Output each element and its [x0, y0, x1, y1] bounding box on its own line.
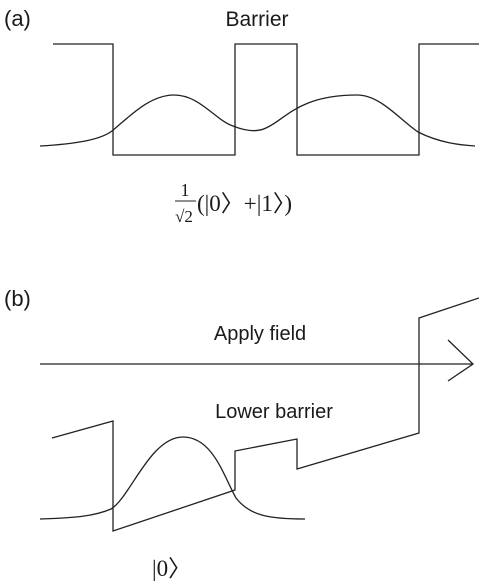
symmetric-wavefunction [39, 94, 476, 147]
panel-b-label: (b) [4, 286, 31, 311]
apply-field-label: Apply field [214, 323, 306, 345]
panel-a-label: (a) [4, 6, 31, 31]
panel-b: (b) Apply field Lower barrier |0〉 [4, 286, 479, 581]
superposition-state: 1 √2 (|0〉+|1〉) [175, 180, 292, 226]
localized-wavefunction [39, 436, 306, 520]
state-fraction-denominator: √2 [175, 207, 193, 226]
tilted-potential [51, 297, 479, 532]
field-arrow-head [447, 339, 475, 382]
field-arrow [40, 339, 475, 382]
lower-barrier-label: Lower barrier [215, 401, 333, 423]
panel-a: (a) Barrier 1 √2 (|0〉+|1〉) [4, 6, 479, 226]
ground-state-label: |0〉 [152, 556, 191, 581]
double-well-potential [53, 43, 479, 156]
panel-a-title: Barrier [225, 8, 288, 31]
state-ket-sum: (|0〉+|1〉) [197, 191, 292, 216]
state-fraction-numerator: 1 [181, 180, 190, 200]
